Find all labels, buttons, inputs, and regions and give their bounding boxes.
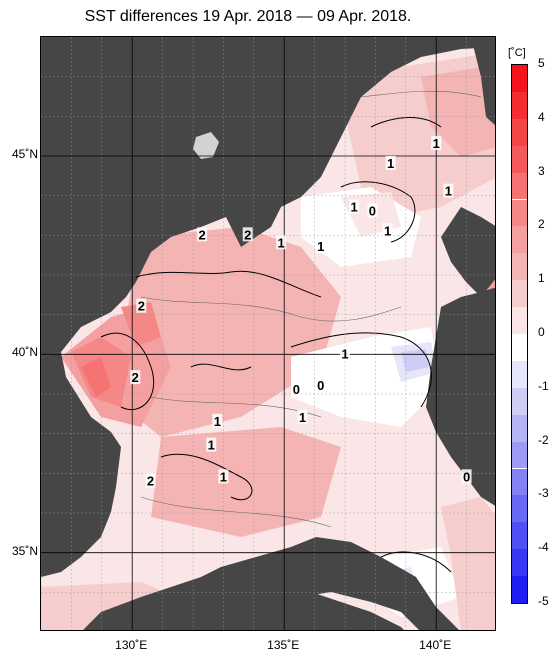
longitude-label: 135˚E — [267, 638, 300, 652]
map-title: SST differences 19 Apr. 2018 — 09 Apr. 2… — [84, 8, 412, 25]
colorbar-segment — [512, 253, 527, 281]
colorbar-tick-label: 2 — [538, 217, 545, 232]
colorbar-segment — [512, 495, 527, 523]
contour-label: 2 — [147, 473, 154, 488]
contour-label: 0 — [463, 469, 470, 484]
contour-label: 1 — [278, 235, 285, 250]
latitude-label: 35˚N — [11, 543, 38, 558]
colorbar-segment — [512, 199, 527, 227]
colorbar-tick-label: -1 — [538, 378, 549, 393]
colorbar-segment — [512, 65, 527, 92]
colorbar-segment — [512, 576, 527, 603]
colorbar-segment — [512, 280, 527, 308]
small-island — [193, 132, 219, 159]
contour-label: 1 — [317, 239, 324, 254]
contour-label-bg — [136, 298, 147, 313]
colorbar-segment — [512, 145, 527, 173]
latitude-label: 45˚N — [11, 147, 38, 161]
contour-lines — [100, 117, 452, 573]
contour-label: 1 — [445, 184, 452, 199]
colorbar-tick-label: -5 — [538, 594, 549, 608]
colorbar-segment — [512, 226, 527, 254]
contour-label-bg — [431, 136, 442, 151]
colorbar-tick-label: 0 — [538, 325, 545, 339]
contour-label-bg — [385, 155, 396, 170]
contour-label-bg — [382, 223, 393, 238]
contour-label: 1 — [299, 410, 306, 425]
contour-label: 0 — [317, 378, 324, 393]
contour-label-bg — [145, 473, 156, 488]
colorbar-tick-label: -2 — [538, 432, 549, 447]
longitude-label: 130˚E — [115, 638, 148, 652]
contour-label-bg — [276, 235, 287, 250]
contour-label-bg — [218, 469, 229, 484]
colorbar-tick-label: 4 — [538, 109, 545, 124]
colorbar-segment — [512, 360, 527, 388]
colorbar-segment — [512, 118, 527, 146]
contour-label: 1 — [387, 156, 394, 171]
colorbar-segment — [512, 91, 527, 119]
contour-label-bg — [461, 469, 472, 484]
contour-label: 1 — [384, 223, 391, 238]
colorbar-segment — [512, 441, 527, 469]
contour-label: 1 — [214, 414, 221, 429]
colorbar-tick-label: -3 — [538, 486, 549, 501]
colorbar — [511, 64, 528, 604]
contour-label-bg — [297, 409, 308, 424]
colorbar-tick-label: 5 — [538, 56, 545, 70]
contour-label-bg — [242, 227, 253, 242]
colorbar-segment — [512, 468, 527, 496]
contour-label: 0 — [369, 204, 376, 219]
contour-label-bg — [206, 437, 217, 452]
colorbar-segment — [512, 172, 527, 200]
colorbar-tick-label: 1 — [538, 271, 545, 286]
colorbar-segment — [512, 334, 527, 361]
contour-label-bg — [130, 370, 141, 385]
contour-label-bg — [197, 227, 208, 242]
colorbar-tick-label: -4 — [538, 540, 549, 555]
contour-label-bg — [349, 199, 360, 214]
contour-label-bg — [315, 239, 326, 254]
colorbar-segment — [512, 549, 527, 577]
contour-label: 2 — [244, 227, 251, 242]
contour-label-bg — [340, 346, 350, 361]
latitude-label: 40˚N — [11, 345, 38, 360]
contour-label-bg — [443, 183, 454, 198]
colorbar-segment — [512, 387, 527, 415]
contour-label: 2 — [132, 370, 139, 385]
contour-label-bg — [367, 203, 378, 218]
contour-label: 0 — [293, 382, 300, 397]
sst-anomaly-fields — [41, 52, 495, 630]
graticule — [41, 37, 495, 630]
colorbar-segment — [512, 307, 527, 334]
longitude-label: 140˚E — [419, 638, 452, 652]
contour-label-bg — [291, 382, 302, 397]
colorbar-segment — [512, 522, 527, 550]
contour-label-bg — [212, 413, 223, 428]
colorbar-unit: [˚C] — [508, 47, 526, 59]
contour-label: 1 — [351, 200, 358, 215]
contour-label: 1 — [433, 136, 440, 151]
colorbar-segment — [512, 414, 527, 442]
contour-label: 1 — [220, 469, 227, 484]
colorbar-tick-label: 3 — [538, 163, 545, 178]
contour-label-bg — [315, 378, 326, 393]
contour-label: 2 — [138, 299, 145, 314]
contour-label: 1 — [208, 438, 215, 453]
contour-label: 2 — [199, 227, 206, 242]
contour-label: 1 — [341, 346, 348, 361]
